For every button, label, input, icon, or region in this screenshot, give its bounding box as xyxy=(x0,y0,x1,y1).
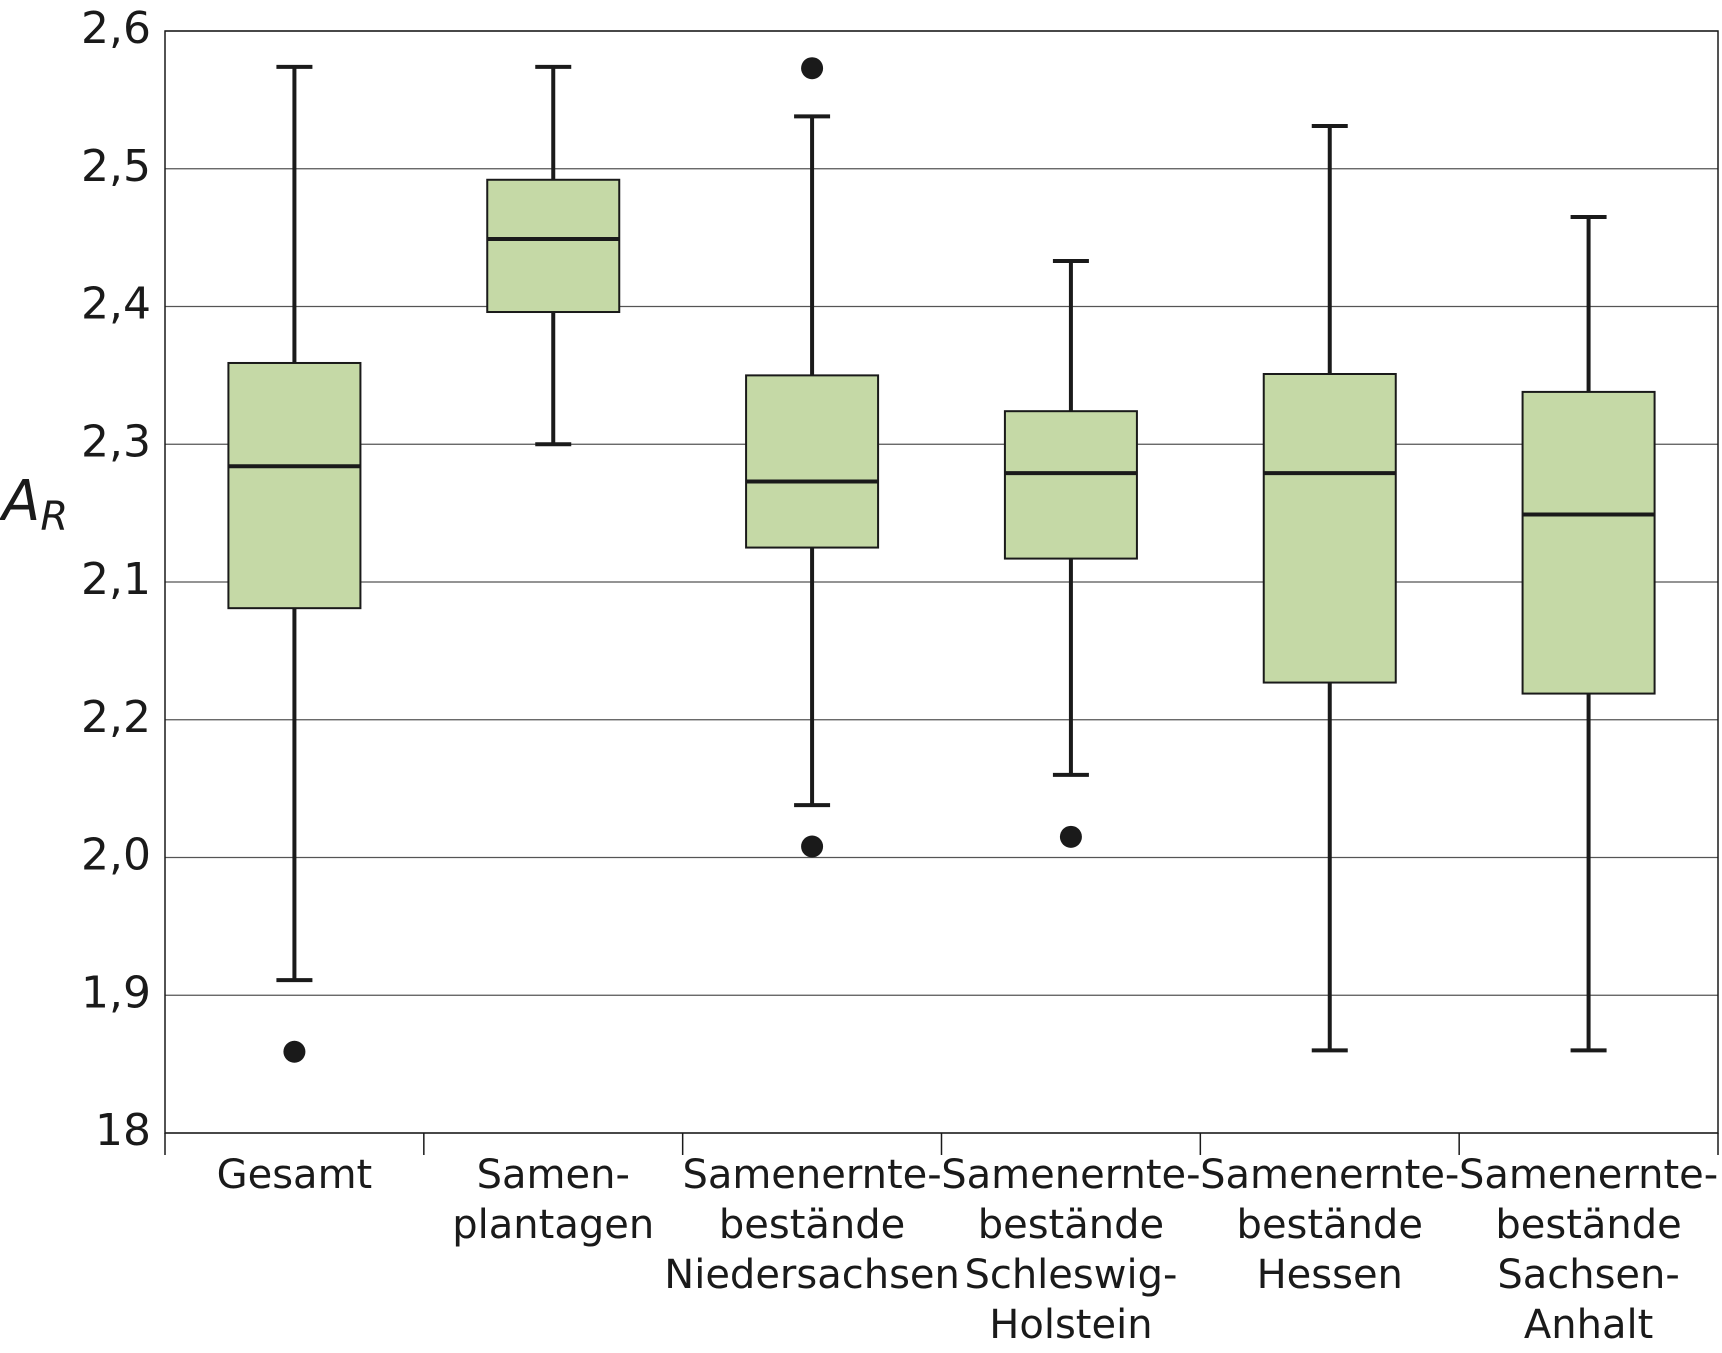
box xyxy=(745,374,880,549)
y-tick-label: 2,2 xyxy=(81,692,151,743)
x-tick-label: Niedersachsen xyxy=(664,1252,960,1298)
x-tick-label: bestände xyxy=(1495,1202,1681,1248)
outlier xyxy=(1059,825,1082,848)
x-tick-label: plantagen xyxy=(452,1202,654,1248)
y-tick-label: 2,3 xyxy=(81,416,151,467)
outlier xyxy=(801,835,824,858)
x-tick-label: Anhalt xyxy=(1524,1302,1653,1348)
x-tick-label: Schleswig- xyxy=(964,1252,1177,1298)
y-label-main: A xyxy=(0,469,40,534)
outlier xyxy=(283,1040,306,1063)
outlier xyxy=(801,57,824,80)
y-tick-label: 2,4 xyxy=(81,279,151,330)
x-tick-label: Holstein xyxy=(989,1302,1152,1348)
y-tick-label: 2,6 xyxy=(81,3,151,54)
x-tick-label: Hessen xyxy=(1257,1252,1403,1298)
box xyxy=(1003,410,1138,560)
x-tick-label: Gesamt xyxy=(217,1152,373,1198)
x-tick-label: bestände xyxy=(719,1202,905,1248)
y-tick-label: 2,1 xyxy=(81,554,151,605)
x-tick-label: Samenernte- xyxy=(1200,1152,1459,1198)
y-label-sub: R xyxy=(40,494,68,540)
x-tick-label: bestände xyxy=(978,1202,1164,1248)
y-tick-label: 2,0 xyxy=(81,830,151,881)
y-axis-label: AR xyxy=(0,469,68,540)
y-tick-label: 1,9 xyxy=(81,967,151,1018)
x-tick-label: Samenernte- xyxy=(1459,1152,1718,1198)
box xyxy=(486,178,621,314)
x-tick-label: Samenernte- xyxy=(941,1152,1200,1198)
y-tick-label: 18 xyxy=(95,1105,151,1156)
box xyxy=(227,361,362,610)
x-tick-label: Sachsen- xyxy=(1497,1252,1679,1298)
box xyxy=(1262,372,1397,684)
box xyxy=(1521,390,1656,695)
y-tick-label: 2,5 xyxy=(81,141,151,192)
x-tick-label: bestände xyxy=(1237,1202,1423,1248)
x-tick-label: Samen- xyxy=(477,1152,630,1198)
x-tick-label: Samenernte- xyxy=(682,1152,941,1198)
